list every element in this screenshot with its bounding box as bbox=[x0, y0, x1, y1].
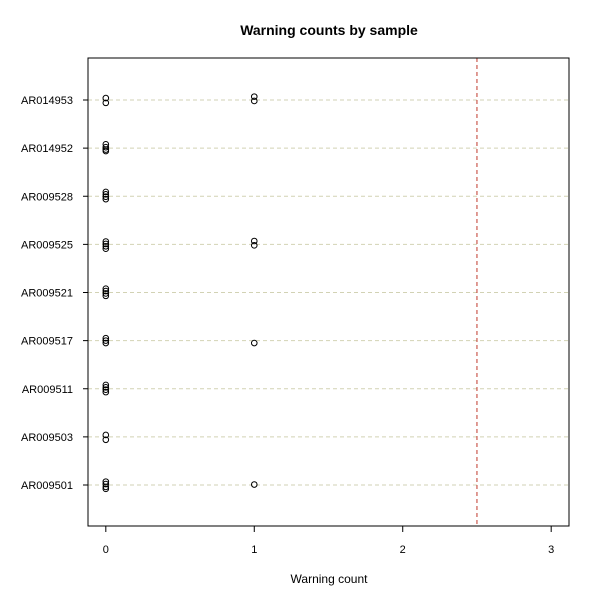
y-tick-label: AR009528 bbox=[21, 191, 73, 203]
data-point bbox=[102, 292, 110, 300]
data-point bbox=[102, 94, 110, 102]
y-axis: AR009501 AR009503 AR009511 AR009517 AR009521… bbox=[21, 95, 88, 492]
data-point bbox=[250, 93, 258, 100]
data-point bbox=[102, 337, 110, 344]
grid-lines bbox=[88, 99, 569, 486]
data-point bbox=[102, 485, 110, 493]
data-point bbox=[102, 99, 110, 107]
x-tick-label: 1 bbox=[251, 544, 257, 556]
x-tick-label: 0 bbox=[103, 544, 109, 556]
data-point bbox=[102, 193, 110, 201]
data-point bbox=[102, 384, 110, 391]
data-point bbox=[102, 480, 110, 488]
x-axis-label: Warning count bbox=[291, 572, 369, 586]
data-point bbox=[102, 436, 110, 444]
x-tick-label: 2 bbox=[400, 544, 406, 556]
data-point bbox=[102, 388, 110, 396]
y-tick-label: AR009503 bbox=[21, 432, 73, 444]
data-point bbox=[102, 147, 110, 155]
y-tick-label: AR009511 bbox=[22, 384, 73, 396]
x-axis: 0 1 2 3 bbox=[103, 526, 554, 556]
data-point bbox=[102, 386, 110, 394]
data-point bbox=[250, 481, 258, 488]
data-point bbox=[102, 339, 110, 347]
data-point bbox=[102, 431, 110, 439]
chart-title: Warning counts by sample bbox=[240, 22, 418, 38]
data-point bbox=[250, 242, 258, 249]
data-point bbox=[102, 245, 110, 253]
data-point bbox=[102, 238, 110, 245]
data-point bbox=[102, 243, 110, 250]
x-tick-label: 3 bbox=[548, 544, 554, 556]
data-point bbox=[102, 381, 110, 389]
data-point bbox=[250, 97, 258, 105]
data-point bbox=[102, 287, 110, 295]
data-point bbox=[102, 143, 110, 151]
data-point bbox=[102, 285, 110, 292]
data-point bbox=[102, 188, 110, 196]
data-points bbox=[102, 93, 258, 493]
y-tick-label: AR009517 bbox=[21, 336, 73, 348]
data-point bbox=[102, 334, 110, 342]
data-point bbox=[102, 195, 110, 203]
data-point bbox=[102, 483, 110, 491]
y-tick-label: AR009501 bbox=[21, 480, 73, 492]
data-point bbox=[102, 240, 110, 248]
y-tick-label: AR009521 bbox=[21, 288, 73, 300]
y-tick-label: AR014953 bbox=[21, 95, 73, 107]
y-tick-label: AR014952 bbox=[21, 143, 73, 155]
y-tick-label: AR009525 bbox=[21, 239, 73, 251]
data-point bbox=[250, 339, 258, 347]
data-point bbox=[102, 290, 110, 297]
data-point bbox=[250, 237, 258, 245]
data-point bbox=[102, 191, 110, 198]
